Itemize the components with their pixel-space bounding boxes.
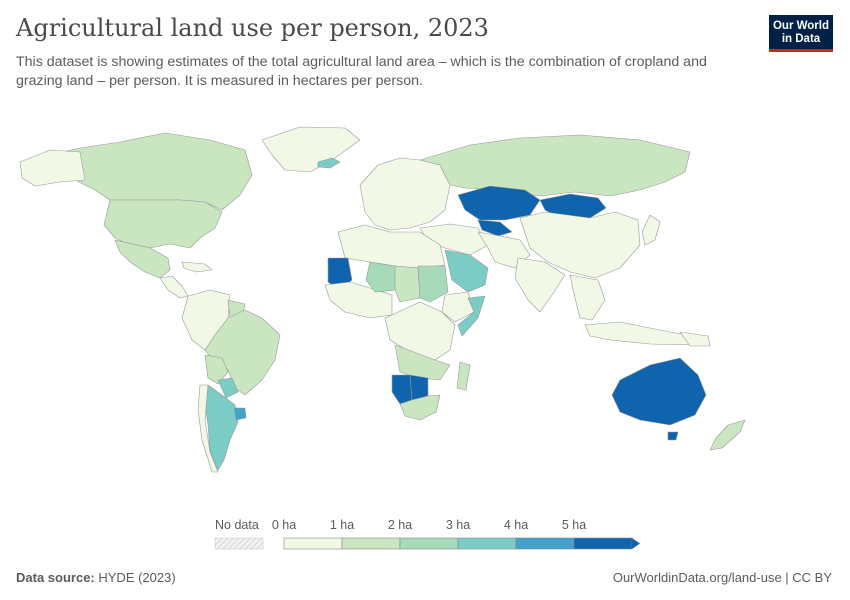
legend-tick-label: 1 ha [330,518,354,532]
region-iceland[interactable] [317,157,341,169]
logo-line-2: in Data [781,33,821,45]
region-united-states[interactable] [103,199,223,249]
region-north-africa[interactable] [337,224,446,269]
legend-nodata-swatch [214,537,264,550]
region-alaska[interactable] [19,149,86,187]
legend-tick-label: 2 ha [388,518,412,532]
region-uruguay[interactable] [233,407,247,421]
source-label: Data source: [16,570,95,585]
legend-bin-3[interactable] [457,537,517,550]
region-new-zealand[interactable] [709,419,746,451]
region-sudan[interactable] [417,265,449,303]
region-ethiopia[interactable] [441,291,475,323]
legend-arrow [632,538,640,549]
region-chad[interactable] [394,265,421,303]
region-india[interactable] [514,257,566,313]
region-europe[interactable] [359,157,451,231]
region-chile[interactable] [197,384,219,473]
page-subtitle: This dataset is showing estimates of the… [16,54,707,89]
region-russia[interactable] [419,134,691,197]
region-argentina[interactable] [204,384,239,471]
legend-bin-4[interactable] [515,537,575,550]
region-central-africa[interactable] [384,301,456,361]
region-mongolia[interactable] [539,193,607,219]
legend-bin-5[interactable] [573,537,633,550]
legend-tick-label: 0 ha [272,518,296,532]
legend-ticks: 0 ha 1 ha 2 ha 3 ha 4 ha 5 ha [272,518,586,532]
region-bolivia[interactable] [204,354,229,385]
logo-line-1: Our World [772,20,829,32]
legend-bin-1[interactable] [341,537,401,550]
region-southern-central-africa[interactable] [394,344,451,381]
region-greenland[interactable] [261,126,361,173]
footer-link[interactable]: OurWorldinData.org/land-use | CC BY [612,570,832,585]
legend-bin-0[interactable] [283,537,343,550]
region-china[interactable] [519,211,641,279]
footer-source: Data source: HYDE (2023) [16,570,176,585]
region-paraguay[interactable] [217,377,239,399]
source-value[interactable]: HYDE (2023) [98,570,176,585]
legend-tick-label: 3 ha [446,518,470,532]
region-south-africa[interactable] [399,394,441,421]
map-legend: No data 0 ha 1 ha 2 ha 3 ha 4 ha 5 ha [214,518,640,550]
region-caribbean[interactable] [181,261,213,273]
region-botswana[interactable] [409,374,429,401]
region-tasmania[interactable] [667,431,679,441]
legend-bins [283,537,640,550]
legend-bin-2[interactable] [399,537,459,550]
region-turkmenistan[interactable] [477,219,513,237]
region-japan[interactable] [641,214,661,246]
region-central-america[interactable] [159,275,189,299]
region-southeast-asia[interactable] [569,274,606,321]
region-namibia[interactable] [391,374,413,405]
world-map [19,126,746,473]
region-madagascar[interactable] [456,361,471,391]
owid-logo[interactable]: Our World in Data [769,15,833,52]
region-australia[interactable] [611,357,707,426]
legend-nodata-label: No data [215,518,259,532]
legend-tick-label: 5 ha [562,518,586,532]
region-niger[interactable] [365,261,399,293]
page-title: Agricultural land use per person, 2023 [16,14,489,42]
region-canada[interactable] [47,132,253,211]
region-brazil[interactable] [204,309,281,396]
region-kazakhstan[interactable] [457,185,541,221]
region-somalia[interactable] [457,295,486,337]
legend-tick-label: 4 ha [504,518,528,532]
region-papua-new-guinea[interactable] [679,331,711,347]
region-saudi-arabia[interactable] [444,249,489,293]
